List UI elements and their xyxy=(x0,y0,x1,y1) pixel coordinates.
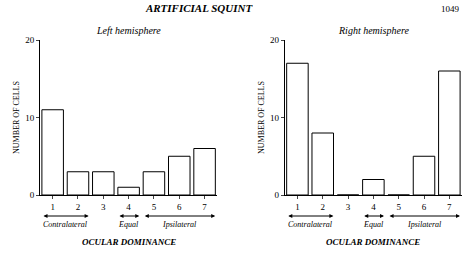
svg-text:0: 0 xyxy=(30,190,35,200)
svg-text:Right hemisphere: Right hemisphere xyxy=(338,25,409,36)
svg-text:ARTIFICIAL SQUINT: ARTIFICIAL SQUINT xyxy=(145,2,254,14)
svg-text:NUMBER OF CELLS: NUMBER OF CELLS xyxy=(257,81,266,154)
svg-text:Ipsilateral: Ipsilateral xyxy=(407,220,442,229)
svg-text:Contralateral: Contralateral xyxy=(43,220,88,229)
svg-text:3: 3 xyxy=(101,202,106,212)
svg-text:1: 1 xyxy=(295,202,300,212)
svg-text:OCULAR DOMINANCE: OCULAR DOMINANCE xyxy=(82,237,176,247)
svg-text:OCULAR DOMINANCE: OCULAR DOMINANCE xyxy=(326,237,420,247)
svg-text:3: 3 xyxy=(346,202,351,212)
svg-text:Ipsilateral: Ipsilateral xyxy=(162,220,197,229)
svg-text:7: 7 xyxy=(447,202,452,212)
svg-text:2: 2 xyxy=(320,202,325,212)
svg-text:1: 1 xyxy=(50,202,55,212)
svg-text:6: 6 xyxy=(422,202,427,212)
svg-text:20: 20 xyxy=(25,35,35,45)
svg-text:10: 10 xyxy=(270,113,280,123)
svg-text:5: 5 xyxy=(152,202,157,212)
svg-text:NUMBER OF CELLS: NUMBER OF CELLS xyxy=(12,81,21,154)
svg-text:5: 5 xyxy=(396,202,401,212)
svg-text:4: 4 xyxy=(371,202,376,212)
svg-text:Contralateral: Contralateral xyxy=(288,220,333,229)
svg-text:Equal: Equal xyxy=(118,220,139,229)
svg-text:Equal: Equal xyxy=(363,220,384,229)
svg-text:7: 7 xyxy=(202,202,207,212)
svg-text:Left hemisphere: Left hemisphere xyxy=(96,25,161,36)
svg-text:1049: 1049 xyxy=(441,4,460,14)
svg-text:20: 20 xyxy=(270,35,280,45)
svg-text:10: 10 xyxy=(25,113,35,123)
svg-text:0: 0 xyxy=(274,190,279,200)
svg-text:6: 6 xyxy=(177,202,182,212)
svg-text:2: 2 xyxy=(76,202,81,212)
svg-text:4: 4 xyxy=(126,202,131,212)
